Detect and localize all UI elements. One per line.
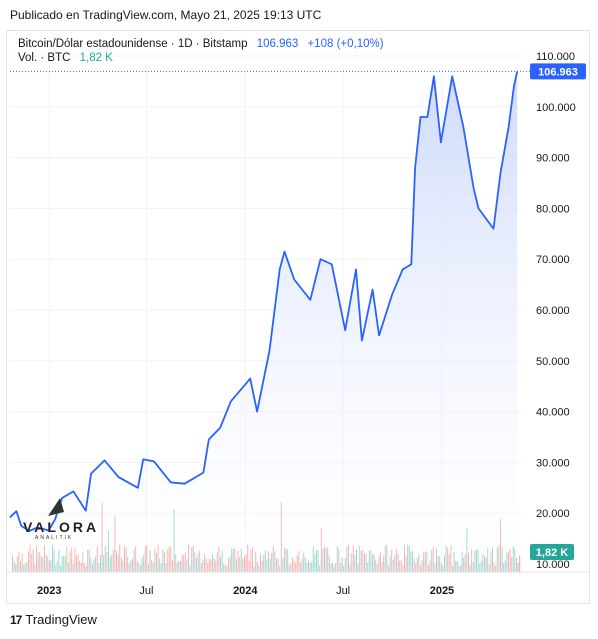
y-tick-label: 80.000: [536, 203, 570, 215]
y-tick-label: 90.000: [536, 153, 570, 165]
price-line: [9, 71, 519, 532]
y-tick-label: 40.000: [536, 407, 570, 419]
y-tick-label: 100.000: [536, 102, 576, 114]
watermark-sub: ANALITIK: [35, 535, 74, 541]
tradingview-logo-icon: 17: [10, 612, 22, 627]
volume-bar: [517, 563, 519, 572]
publication-caption: Publicado en TradingView.com, Mayo 21, 2…: [10, 8, 322, 22]
footer[interactable]: 17 TradingView: [10, 612, 97, 627]
chart-legend: Bitcoin/Dólar estadounidense · 1D · Bits…: [18, 36, 384, 52]
valora-watermark-logo: VALORA ANALITIK: [20, 494, 100, 544]
price-badge-label: 106.963: [538, 66, 578, 78]
legend-change: +108 (+0,10%): [307, 38, 384, 50]
legend-last-price: 106.963: [256, 38, 299, 50]
x-tick-label: 2024: [233, 585, 258, 597]
y-tick-label: 20.000: [536, 508, 570, 520]
watermark-name: VALORA: [23, 519, 100, 535]
volume-legend: Vol. · BTC 1,82 K: [18, 52, 113, 64]
x-tick-label: Jul: [139, 585, 153, 597]
volume-value: 1,82 K: [79, 52, 113, 64]
legend-symbol[interactable]: Bitcoin/Dólar estadounidense · 1D · Bits…: [18, 38, 248, 50]
x-tick-label: 2023: [37, 585, 61, 597]
volume-badge-label: 1,82 K: [536, 547, 568, 559]
y-tick-label: 50.000: [536, 356, 570, 368]
x-tick-label: 2025: [430, 585, 454, 597]
price-badge: [530, 63, 586, 80]
y-tick-label: 110.000: [536, 51, 575, 63]
y-tick-label: 30.000: [536, 457, 570, 469]
volume-bar: [519, 555, 521, 572]
chart-frame: [6, 30, 590, 604]
volume-badge: [530, 544, 574, 560]
x-tick-label: Jul: [336, 585, 350, 597]
y-tick-label: 10.000: [536, 559, 570, 571]
y-tick-label: 70.000: [536, 254, 570, 266]
footer-brand: TradingView: [25, 612, 97, 627]
volume-label[interactable]: Vol. · BTC: [18, 52, 71, 64]
price-area: [10, 71, 518, 573]
y-tick-label: 60.000: [536, 305, 570, 317]
